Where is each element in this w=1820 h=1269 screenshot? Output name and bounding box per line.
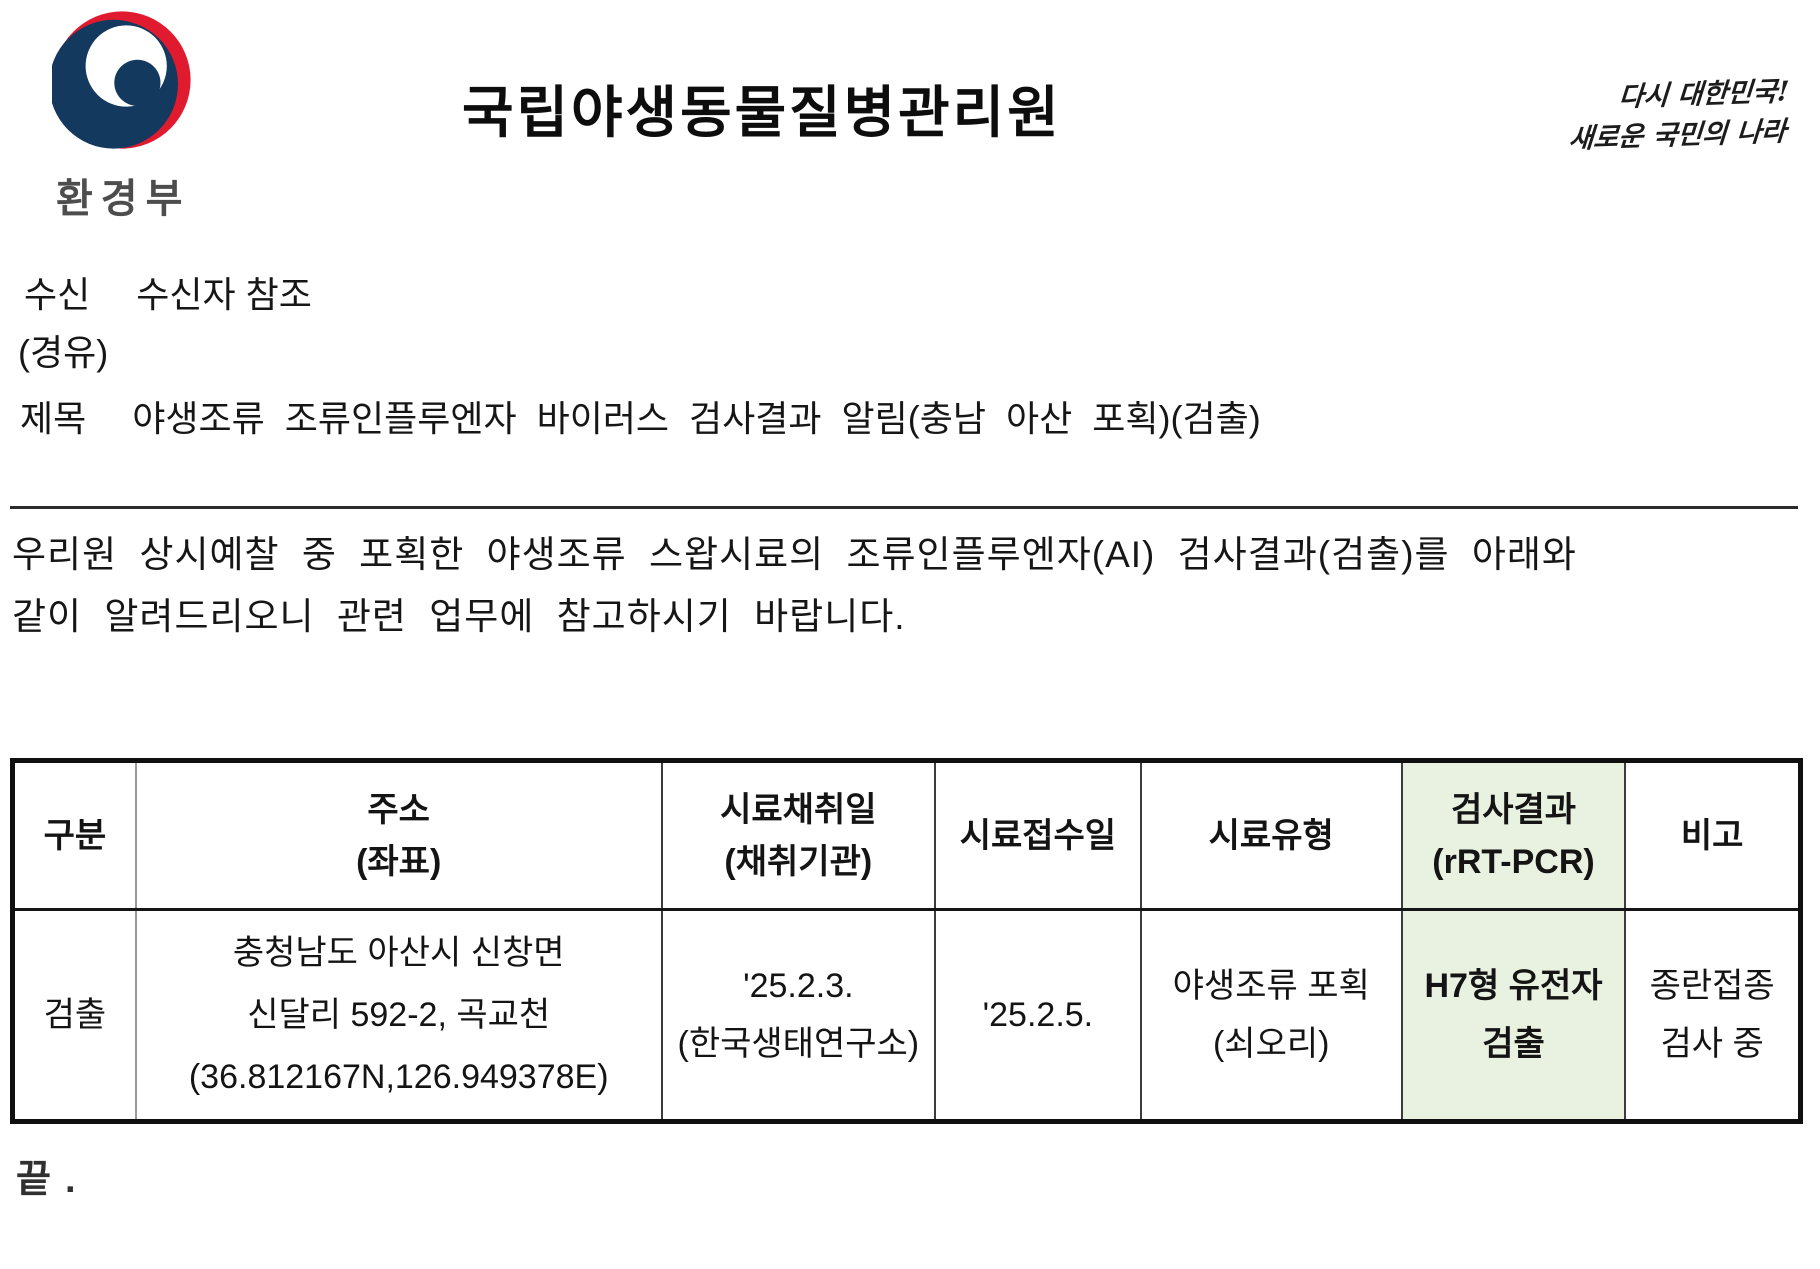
cell-received-date: '25.2.5. [934, 908, 1142, 1123]
via-line: (경유) [18, 332, 109, 373]
header-cell-received-date: 시료접수일 [934, 759, 1142, 911]
subject-line: 제목 야생조류 조류인플루엔자 바이러스 검사결과 알림(충남 아산 포획)(검출… [20, 390, 1261, 442]
cell-note: 종란접종 검사 중 [1624, 908, 1802, 1123]
cell-category: 검출 [11, 908, 137, 1123]
header-cell-address: 주소 (좌표) [134, 759, 663, 911]
body-paragraph: 우리원 상시예찰 중 포획한 야생조류 스왑시료의 조류인플루엔자(AI) 검사… [12, 524, 1804, 648]
recipient-value: 수신자 참조 [136, 274, 312, 315]
header-cell-note: 비고 [1624, 759, 1802, 911]
slogan-line-2: 새로운 국민의 나라 [1568, 116, 1788, 155]
header-cell-test-result: 검사결과 (rRT-PCR) [1400, 759, 1627, 911]
taegeuk-emblem-icon [49, 11, 191, 149]
body-line-2: 같이 알려드리오니 관련 업무에 참고하시기 바랍니다. [12, 596, 906, 637]
ministry-logo-icon [49, 10, 192, 150]
results-table: 구분 주소 (좌표) 시료채취일 (채취기관) 시료접수일 시료유형 검사결과 … [10, 758, 1803, 1124]
ministry-name: 환경부 [56, 177, 191, 221]
title-divider [10, 506, 1798, 509]
closing-mark: 끝. [16, 1159, 90, 1201]
cell-test-result: H7형 유전자 검출 [1400, 908, 1627, 1123]
recipient-label: 수신 [24, 274, 91, 315]
subject-label: 제목 [20, 398, 87, 439]
cell-collection-date: '25.2.3. (한국생태연구소) [660, 908, 937, 1123]
agency-title: 국립야생동물질병관리원 [462, 81, 1062, 144]
subject-value: 야생조류 조류인플루엔자 바이러스 검사결과 알림(충남 아산 포획)(검출) [132, 398, 1261, 439]
cell-sample-type: 야생조류 포획 (쇠오리) [1139, 908, 1403, 1123]
header-cell-collection-date: 시료채취일 (채취기관) [660, 759, 937, 911]
body-line-1: 우리원 상시예찰 중 포획한 야생조류 스왑시료의 조류인플루엔자(AI) 검사… [12, 534, 1577, 575]
header-cell-category: 구분 [11, 759, 137, 911]
table-header-row: 구분 주소 (좌표) 시료채취일 (채취기관) 시료접수일 시료유형 검사결과 … [11, 759, 1802, 911]
slogan-calligraphy: 다시 대한민국! 새로운 국민의 나라 [1568, 72, 1791, 160]
table-data-row: 검출 충청남도 아산시 신창면 신달리 592-2, 곡교천 (36.81216… [11, 908, 1802, 1123]
cell-address: 충청남도 아산시 신창면 신달리 592-2, 곡교천 (36.812167N,… [134, 908, 663, 1123]
recipient-line: 수신 수신자 참조 [24, 266, 312, 318]
header-cell-sample-type: 시료유형 [1139, 759, 1403, 911]
